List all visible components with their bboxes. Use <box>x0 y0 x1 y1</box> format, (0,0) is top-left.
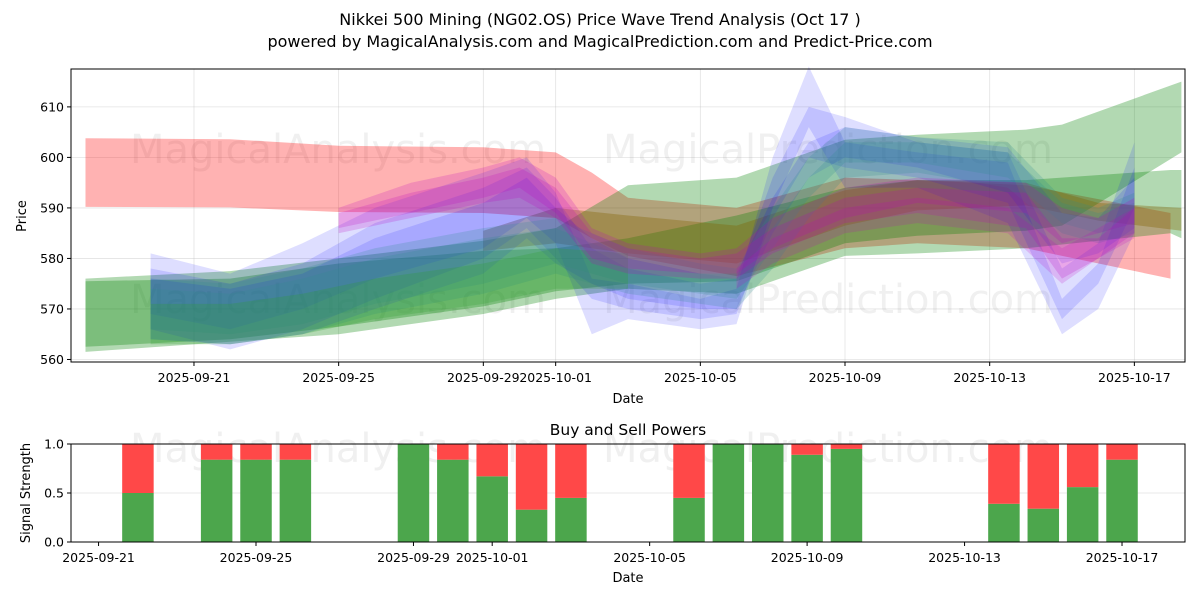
sell-bar <box>1066 444 1099 488</box>
sell-bar <box>200 444 233 460</box>
buy-bar <box>1106 459 1138 542</box>
watermark-prediction-bottom: MagicalPrediction.com <box>603 277 1053 323</box>
signal-y-ticks: 0.0 0.5 1.0 <box>44 437 71 550</box>
sell-bar <box>476 444 508 477</box>
buy-bar <box>673 497 705 542</box>
chart-subtitle: powered by MagicalAnalysis.com and Magic… <box>267 32 933 51</box>
buy-bar <box>476 476 508 542</box>
signal-x-tick-label: 2025-09-29 <box>377 550 450 565</box>
price-y-tick-label: 570 <box>40 301 64 316</box>
band-magenta-wave-1 <box>338 157 1135 274</box>
price-x-tick-label: 2025-09-21 <box>158 370 231 385</box>
sell-bar <box>791 444 823 455</box>
price-x-tick-label: 2025-10-09 <box>809 370 882 385</box>
sell-bar <box>673 444 705 498</box>
buy-bar <box>279 459 312 542</box>
sell-bar <box>122 444 154 493</box>
band-blue-wave-2 <box>150 106 1135 350</box>
signal-x-ticks: 2025-09-21 2025-09-25 2025-09-29 2025-10-01… <box>62 542 1158 565</box>
band-brown-wave <box>483 180 1182 264</box>
buy-bar <box>437 459 469 542</box>
sell-bar <box>437 444 469 460</box>
signal-y-tick-label: 0.0 <box>44 535 64 550</box>
signal-y-tick-label: 0.5 <box>44 486 64 501</box>
buy-bar <box>1027 508 1060 542</box>
price-y-tick-label: 560 <box>40 352 64 367</box>
buy-bar <box>751 444 784 542</box>
price-grid <box>71 69 1185 362</box>
buy-bar <box>555 497 587 542</box>
price-y-tick-label: 600 <box>40 150 64 165</box>
price-x-axis-label: Date <box>612 392 643 407</box>
signal-x-tick-label: 2025-09-25 <box>220 550 293 565</box>
price-y-tick-label: 580 <box>40 251 64 266</box>
sell-bar <box>515 444 548 510</box>
price-watermarks: MagicalAnalysis.com MagicalPrediction.co… <box>130 127 1053 323</box>
buy-bar <box>515 509 548 542</box>
signal-x-tick-label: 2025-10-17 <box>1086 550 1159 565</box>
signal-x-tick-label: 2025-10-09 <box>771 550 844 565</box>
watermark-analysis-bottom: MagicalAnalysis.com <box>130 277 546 323</box>
price-x-ticks: 2025-09-21 2025-09-25 2025-09-29 2025-10-01… <box>158 362 1171 385</box>
band-green-wave-lower <box>85 170 1182 352</box>
buy-bar <box>1066 487 1099 542</box>
price-y-tick-label: 590 <box>40 200 64 215</box>
signal-x-tick-label: 2025-10-05 <box>613 550 686 565</box>
sell-bar <box>830 444 863 449</box>
band-green-inner-1 <box>150 248 628 345</box>
price-x-tick-label: 2025-10-17 <box>1098 370 1171 385</box>
buy-bar <box>791 454 823 542</box>
sell-bar <box>555 444 587 498</box>
buy-bar <box>830 448 863 542</box>
price-x-tick-label: 2025-10-01 <box>519 370 592 385</box>
signal-x-tick-label: 2025-10-13 <box>928 550 1001 565</box>
price-x-tick-label: 2025-10-13 <box>953 370 1026 385</box>
price-x-tick-label: 2025-09-25 <box>302 370 375 385</box>
sell-bar <box>988 444 1020 504</box>
buy-bar <box>988 503 1020 542</box>
signal-x-axis-label: Date <box>612 571 643 586</box>
buy-bar <box>240 459 272 542</box>
buy-bar <box>122 493 154 542</box>
price-x-tick-label: 2025-09-29 <box>447 370 520 385</box>
band-red-wave-main <box>85 138 1171 279</box>
watermark-prediction-top: MagicalPrediction.com <box>603 127 1053 173</box>
watermark-analysis-top: MagicalAnalysis.com <box>130 127 546 173</box>
buy-bar <box>712 444 745 542</box>
price-y-tick-label: 610 <box>40 99 64 114</box>
signal-x-tick-label: 2025-10-01 <box>456 550 529 565</box>
sell-bar <box>279 444 312 460</box>
signal-y-tick-label: 1.0 <box>44 437 64 452</box>
sell-bar <box>1027 444 1060 509</box>
signal-x-tick-label: 2025-09-21 <box>62 550 135 565</box>
buy-sell-title: Buy and Sell Powers <box>550 421 707 439</box>
signal-bars <box>122 444 1138 542</box>
sell-bar <box>240 444 272 460</box>
sell-bar <box>1106 444 1138 460</box>
band-blue-wave-1 <box>150 66 1135 335</box>
buy-bar <box>397 444 430 542</box>
chart-title: Nikkei 500 Mining (NG02.OS) Price Wave T… <box>339 10 861 29</box>
buy-sell-chart: Buy and Sell Powers MagicalAnalysis.com … <box>19 421 1186 586</box>
band-teal-wave-1 <box>150 127 1135 335</box>
price-bands <box>85 66 1182 352</box>
price-y-ticks: 560 570 580 590 600 610 <box>40 99 71 367</box>
band-teal-wave-2 <box>150 142 1135 345</box>
watermark-prediction-signal: MagicalPrediction.com <box>603 426 1053 472</box>
band-green-wave-upper <box>85 81 1182 347</box>
signal-y-axis-label: Signal Strength <box>19 443 34 543</box>
price-y-axis-label: Price <box>15 200 30 232</box>
band-magenta-wave-2 <box>338 167 1135 279</box>
price-wave-chart: MagicalAnalysis.com MagicalPrediction.co… <box>15 66 1186 407</box>
price-plot-frame <box>70 68 1186 363</box>
band-blue-wave-3 <box>150 127 1135 345</box>
band-magenta-wave-3 <box>736 197 1135 289</box>
price-x-tick-label: 2025-10-05 <box>664 370 737 385</box>
buy-bar <box>200 459 233 542</box>
